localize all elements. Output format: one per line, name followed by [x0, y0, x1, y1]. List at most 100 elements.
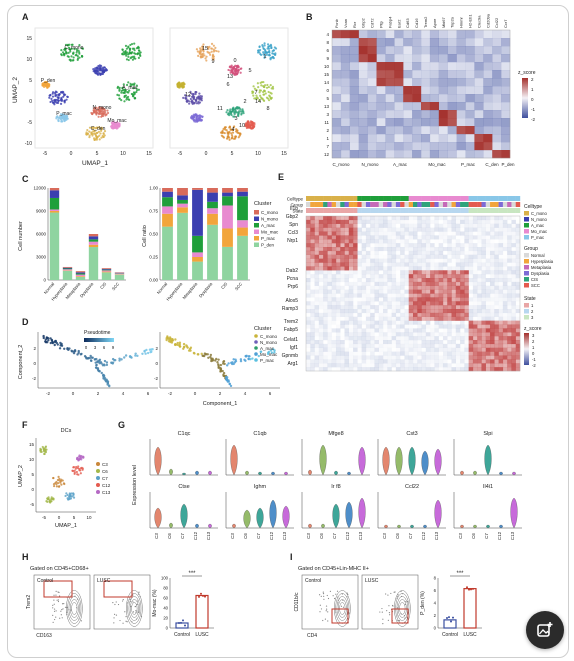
trajectory-point — [108, 384, 111, 388]
heatmap-cell — [340, 216, 345, 221]
zscore-gradient — [524, 333, 529, 365]
trajectory-point — [58, 347, 62, 350]
legend-label: C_mono — [531, 211, 547, 216]
heatmap-cell — [515, 250, 521, 255]
umap-point — [123, 88, 126, 91]
umap-point — [199, 51, 202, 54]
heatmap-cell — [429, 126, 439, 135]
heatmap-cell — [429, 150, 439, 159]
heatmap-cell — [464, 258, 469, 263]
dc-point — [79, 472, 82, 475]
add-image-icon — [537, 622, 553, 637]
heatmap-cell — [502, 340, 508, 345]
heatmap-cell — [344, 270, 349, 275]
heatmap-cell — [455, 231, 461, 236]
bar — [463, 588, 477, 629]
heatmap-cell — [477, 309, 482, 314]
heatmap-cell — [335, 278, 341, 283]
heatmap-cell — [507, 340, 512, 345]
facs-event — [56, 599, 58, 601]
heatmap-cell — [327, 278, 332, 283]
facs-event — [61, 603, 64, 605]
umap-point — [131, 58, 135, 61]
heatmap-cell — [472, 270, 478, 275]
heatmap-cell — [331, 351, 337, 356]
heatmap-cell — [391, 359, 397, 364]
heatmap-cell — [365, 332, 371, 337]
heatmap-cell — [501, 126, 511, 135]
heatmap-cell — [429, 142, 439, 151]
heatmap-cell — [481, 219, 486, 224]
legend-swatch — [254, 210, 259, 215]
heatmap-cell — [374, 239, 379, 244]
heatmap-cell — [472, 297, 478, 302]
heatmap-cell — [430, 301, 435, 306]
trajectory-point — [251, 357, 254, 360]
add-image-button[interactable] — [526, 611, 564, 649]
heatmap-cell — [340, 324, 345, 329]
heatmap-cell — [310, 247, 315, 252]
violin-shape — [499, 471, 503, 476]
data-point — [202, 594, 204, 597]
heatmap-cell — [404, 231, 409, 236]
heatmap-cell — [383, 255, 387, 259]
annotation-bar-label: Group — [290, 203, 303, 208]
trajectory-point — [63, 347, 66, 350]
umap-point — [125, 98, 128, 101]
heatmap-cell — [468, 262, 474, 267]
heatmap-cell — [353, 227, 358, 232]
heatmap-cell — [430, 227, 435, 232]
heatmap-cell — [490, 285, 495, 290]
gene-label: Mki67 — [441, 17, 446, 28]
heatmap-cell — [460, 332, 465, 337]
heatmap-cell — [490, 305, 495, 310]
umap-point — [251, 90, 254, 93]
heatmap-cell — [413, 363, 418, 368]
trajectory-point — [88, 356, 91, 360]
heatmap-cell — [502, 359, 508, 364]
heatmap-cell — [378, 332, 384, 337]
heatmap-cell — [460, 347, 465, 352]
heatmap-cell — [349, 142, 359, 151]
heatmap-cell — [349, 325, 353, 329]
y-tick: 0 — [43, 278, 46, 283]
umap-point — [236, 107, 240, 110]
facs-event — [53, 608, 56, 610]
umap-point — [130, 83, 133, 86]
trajectory-point — [183, 345, 186, 348]
heatmap-cell — [474, 86, 484, 95]
heatmap-cell — [485, 250, 491, 255]
celltype-bar-cell — [310, 196, 315, 201]
heatmap-cell — [485, 243, 491, 248]
umap-point — [61, 51, 65, 54]
heatmap-cell — [498, 301, 504, 306]
heatmap-cell — [331, 266, 337, 271]
facs-event — [398, 620, 401, 622]
heatmap-cell — [430, 239, 434, 243]
heatmap-cell — [394, 30, 404, 39]
heatmap-cell — [387, 231, 392, 236]
facs-event — [335, 593, 337, 595]
trajectory-point — [70, 349, 73, 353]
heatmap-cell — [400, 351, 405, 356]
heatmap-cell — [378, 227, 384, 232]
heatmap-cell — [425, 316, 431, 321]
heatmap-cell — [400, 216, 405, 221]
heatmap-cell — [349, 70, 359, 79]
facs-event — [137, 593, 140, 595]
heatmap-cell — [451, 227, 456, 232]
heatmap-cell — [447, 30, 457, 39]
heatmap-cell — [425, 227, 431, 232]
category-label: C3 — [230, 533, 235, 539]
heatmap-cell — [349, 118, 359, 127]
umap-point — [210, 47, 213, 50]
cluster-number: 15 — [202, 46, 208, 52]
category-label: Normal — [43, 281, 56, 295]
heatmap-cell — [387, 367, 392, 372]
y-tick: 40 — [163, 606, 168, 611]
umap-point — [202, 50, 205, 53]
heatmap-cell — [400, 239, 405, 244]
umap-point — [239, 67, 242, 71]
facs-event — [326, 594, 328, 597]
heatmap-cell — [515, 278, 521, 283]
